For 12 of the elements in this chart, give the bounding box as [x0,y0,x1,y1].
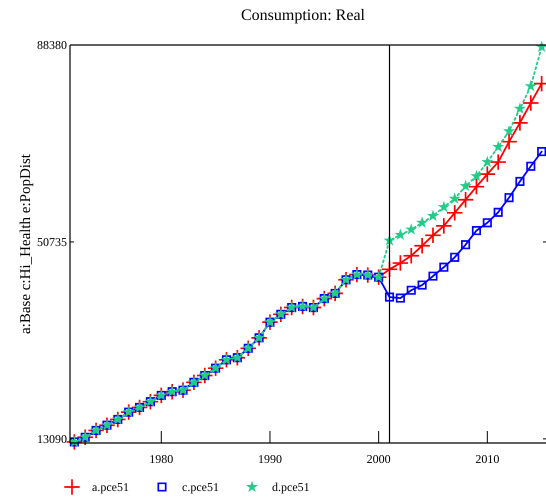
legend-label: c.pce51 [182,480,219,494]
x-tick-label: 1980 [149,452,174,466]
x-tick-label: 2000 [366,452,391,466]
y-axis-title: a:Base c:Hi_Health e:PopDist [18,153,34,334]
legend-label: d.pce51 [272,480,310,494]
x-tick-label: 1990 [258,452,282,466]
y-tick-label: 88380 [37,38,67,52]
chart-title: Consumption: Real [241,7,366,24]
legend-label: a.pce51 [92,480,129,494]
y-tick-label: 13090 [37,432,67,446]
y-tick-label: 50735 [37,235,67,250]
x-tick-label: 2010 [475,452,500,466]
